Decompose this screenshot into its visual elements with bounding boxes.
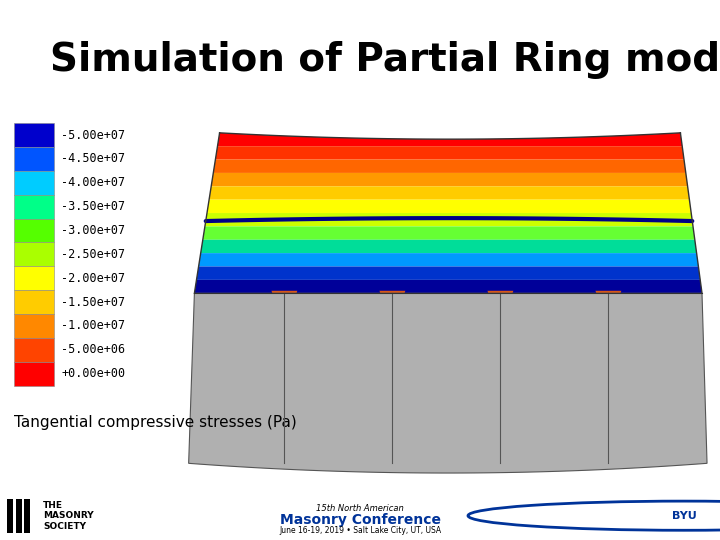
Text: -4.00e+07: -4.00e+07 — [61, 176, 125, 189]
Bar — [14, 195, 54, 219]
Text: Masonry Conference: Masonry Conference — [279, 512, 441, 526]
Polygon shape — [217, 133, 682, 146]
Text: -2.00e+07: -2.00e+07 — [61, 272, 125, 285]
Polygon shape — [215, 146, 684, 160]
Polygon shape — [487, 291, 513, 303]
Bar — [7, 499, 13, 532]
Text: -5.00e+07: -5.00e+07 — [61, 129, 125, 141]
Text: -3.50e+07: -3.50e+07 — [61, 200, 125, 213]
Polygon shape — [201, 240, 697, 253]
Bar — [14, 123, 54, 147]
Polygon shape — [207, 200, 691, 213]
Text: -1.50e+07: -1.50e+07 — [61, 295, 125, 308]
Polygon shape — [271, 291, 297, 303]
Polygon shape — [213, 160, 685, 173]
Text: -2.50e+07: -2.50e+07 — [61, 248, 125, 261]
Bar — [14, 362, 54, 386]
Polygon shape — [203, 226, 695, 240]
Bar — [14, 290, 54, 314]
Polygon shape — [189, 293, 707, 473]
Bar — [14, 171, 54, 195]
Bar — [14, 147, 54, 171]
Text: +0.00e+00: +0.00e+00 — [61, 367, 125, 380]
Polygon shape — [379, 291, 405, 303]
Bar — [14, 338, 54, 362]
Polygon shape — [595, 291, 621, 303]
Text: Simulation of Partial Ring model: Simulation of Partial Ring model — [50, 40, 720, 78]
Bar — [14, 242, 54, 266]
Bar — [24, 499, 30, 532]
Text: -1.00e+07: -1.00e+07 — [61, 320, 125, 333]
Polygon shape — [194, 280, 702, 293]
Text: June 16-19, 2019 • Salt Lake City, UT, USA: June 16-19, 2019 • Salt Lake City, UT, U… — [279, 526, 441, 535]
Text: -5.00e+06: -5.00e+06 — [61, 343, 125, 356]
Text: Tangential compressive stresses (Pa): Tangential compressive stresses (Pa) — [14, 415, 297, 430]
Polygon shape — [197, 267, 700, 280]
Text: 15th North American: 15th North American — [316, 504, 404, 513]
Polygon shape — [211, 173, 688, 186]
Bar — [14, 219, 54, 242]
Text: THE
MASONRY
SOCIETY: THE MASONRY SOCIETY — [43, 501, 94, 531]
Polygon shape — [199, 253, 698, 267]
Bar — [14, 314, 54, 338]
Polygon shape — [205, 213, 693, 226]
Bar — [14, 266, 54, 290]
Bar — [16, 499, 22, 532]
Text: BYU: BYU — [672, 511, 696, 521]
Text: -4.50e+07: -4.50e+07 — [61, 152, 125, 165]
Polygon shape — [209, 186, 690, 200]
Text: -3.00e+07: -3.00e+07 — [61, 224, 125, 237]
